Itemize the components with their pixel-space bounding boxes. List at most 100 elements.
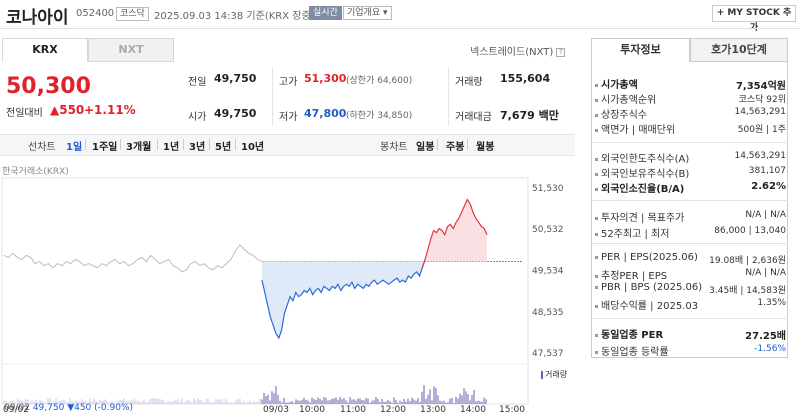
change-label: 전일대비	[6, 108, 43, 119]
tab-invest-info[interactable]: 투자정보	[591, 38, 690, 62]
y-tick-label: 51,530	[532, 184, 564, 194]
invest-info-value: -1.56%	[754, 344, 786, 354]
quote-divider	[448, 68, 449, 126]
invest-info-label-text: 배당수익률 | 2025.03	[601, 301, 699, 312]
invest-info-value: 19.08배 | 2,636원	[709, 256, 786, 266]
price-chart[interactable]: 51,530 50,532 49,534 48,535 47,537 09/02 09/03…	[0, 176, 580, 419]
tab-order-book[interactable]: 호가10단계	[690, 38, 788, 62]
invest-info-value: 14,563,291	[734, 107, 786, 117]
period-divider	[183, 139, 184, 150]
x-tick-label: 09/03	[263, 405, 289, 415]
volume-legend: 거래량	[541, 369, 567, 380]
invest-info-label-text: 외국인보유주식수(B)	[601, 169, 690, 180]
invest-info-label: PER | EPS(2025.06)	[595, 252, 698, 263]
invest-info-value: 86,000 | 13,040	[714, 226, 786, 236]
period-1d[interactable]: 1일	[66, 142, 83, 153]
invest-info-divider	[591, 243, 788, 244]
period-1y[interactable]: 1년	[163, 142, 180, 153]
invest-info-divider	[591, 318, 788, 319]
invest-info-label-text: 외국인한도주식수(A)	[601, 154, 690, 165]
quote-divider	[272, 68, 273, 126]
invest-info-value: 14,563,291	[734, 151, 786, 161]
y-tick-label: 49,534	[532, 266, 564, 276]
period-divider	[85, 139, 86, 150]
prev-day-pct: (-0.90%)	[94, 403, 134, 413]
nxt-link[interactable]: 넥스트레이드(NXT) ?	[470, 43, 566, 58]
y-tick-label: 50,532	[532, 225, 564, 235]
line-chart-label[interactable]: 선차트	[28, 142, 56, 153]
x-tick-label: 14:00	[460, 405, 486, 415]
prev-day-label: 09/02	[4, 403, 30, 413]
invest-info-divider	[591, 200, 788, 201]
plot-frame	[1, 177, 529, 405]
period-divider	[209, 139, 210, 150]
period-divider	[437, 139, 438, 150]
realtime-badge[interactable]: 실시간	[309, 6, 342, 20]
prev-day-summary: 09/02 49,750 ▼450 (-0.90%)	[4, 403, 133, 413]
invest-info-label: 시가총액순위	[595, 91, 656, 106]
y-tick-label: 47,537	[532, 349, 564, 359]
bullet-icon	[595, 113, 598, 117]
tab-krx[interactable]: KRX	[2, 38, 88, 62]
invest-info-label: 동일업종 등락률	[595, 343, 669, 358]
period-3m[interactable]: 3개월	[126, 142, 152, 153]
bullet-icon	[595, 333, 598, 337]
help-icon[interactable]: ?	[556, 47, 566, 57]
bullet-icon	[595, 172, 598, 176]
invest-info-value: 2.62%	[751, 181, 786, 192]
invest-info-label-text: 투자의견 | 목표주가	[601, 213, 685, 224]
bullet-icon	[595, 304, 598, 308]
invest-info-value: 500원 | 1주	[737, 125, 786, 135]
invest-info-value: 7,354억원	[735, 81, 786, 92]
lower-limit: (하한가 34,850)	[346, 111, 413, 121]
prev-day-close: 49,750	[32, 403, 65, 413]
add-mystock-button[interactable]: + MY STOCK 추가	[712, 5, 796, 33]
invest-info-label-text: 액면가 | 매매단위	[601, 125, 676, 136]
above-baseline-fill	[422, 199, 487, 268]
chart-lines	[3, 198, 488, 340]
invest-info-label: 배당수익률 | 2025.03	[595, 297, 698, 312]
invest-info-label: 외국인한도주식수(A)	[595, 150, 689, 165]
tab-nxt[interactable]: NXT	[88, 38, 174, 62]
x-tick-label: 12:00	[380, 405, 406, 415]
volume-value: 155,604	[500, 72, 551, 85]
invest-info-label: 투자의견 | 목표주가	[595, 209, 684, 224]
invest-info-value: 381,107	[748, 166, 786, 176]
below-baseline-fill	[262, 259, 426, 338]
period-3y[interactable]: 3년	[189, 142, 206, 153]
period-10y[interactable]: 10년	[241, 142, 265, 153]
today-down-line	[261, 259, 426, 340]
chart-fills	[262, 199, 487, 338]
bullet-icon	[595, 350, 598, 354]
invest-info-label-text: 외국인소진율(B/A)	[601, 184, 685, 195]
period-5y[interactable]: 5년	[215, 142, 232, 153]
invest-info-label: 추정PER | EPS	[595, 267, 667, 282]
nxt-link-label[interactable]: 넥스트레이드(NXT)	[470, 47, 554, 58]
prev-day-change: ▼450	[67, 403, 92, 413]
candle-weekly[interactable]: 주봉	[446, 142, 465, 153]
high-label: 고가	[279, 77, 298, 88]
candle-monthly[interactable]: 월봉	[476, 142, 495, 153]
bullet-icon	[595, 128, 598, 132]
period-1w[interactable]: 1주일	[92, 142, 118, 153]
invest-info-value: 3.45배 | 14,583원	[709, 286, 786, 296]
today-up-line	[421, 198, 488, 268]
invest-info-label-text: PBR | BPS (2025.06)	[601, 282, 703, 293]
bullet-icon	[595, 285, 598, 289]
prev-close-label: 전일	[188, 77, 207, 88]
period-divider	[120, 139, 121, 150]
open-value: 49,750	[214, 107, 257, 120]
company-info-dropdown[interactable]: 기업개요 ▾	[343, 6, 392, 20]
invest-info-label: PBR | BPS (2025.06)	[595, 282, 702, 293]
change-percent: +1.11%	[84, 103, 136, 117]
x-tick-label: 11:00	[340, 405, 366, 415]
candle-daily[interactable]: 일봉	[416, 142, 435, 153]
high-value: 51,300	[304, 72, 347, 85]
x-tick-label: 10:00	[299, 405, 325, 415]
stock-name: 코나아이	[6, 8, 69, 28]
bullet-icon	[595, 187, 598, 191]
market-badge: 코스닥	[116, 7, 149, 21]
invest-info-label-text: 추정PER | EPS	[601, 271, 668, 282]
candle-chart-label[interactable]: 봉차트	[380, 142, 408, 153]
volume-legend-label: 거래량	[545, 370, 568, 379]
